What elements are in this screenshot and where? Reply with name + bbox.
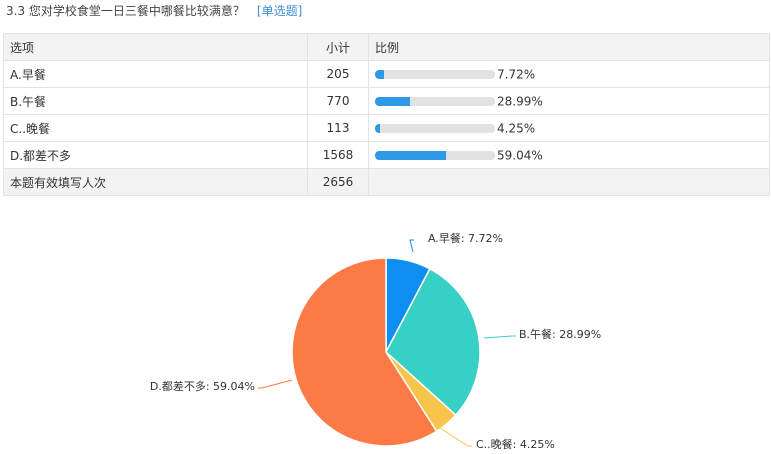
option-label: D.都差不多 bbox=[3, 141, 308, 169]
progress-bar bbox=[375, 123, 495, 133]
header-count: 小计 bbox=[307, 33, 369, 61]
table-footer: 本题有效填写人次 2656 bbox=[3, 168, 770, 196]
question-text: 3.3 您对学校食堂一日三餐中哪餐比较满意？ bbox=[6, 4, 245, 18]
table-row: A.早餐 205 7.72% bbox=[3, 60, 770, 88]
option-label: C..晚餐 bbox=[3, 114, 308, 142]
question-title: 3.3 您对学校食堂一日三餐中哪餐比较满意？ [单选题] bbox=[6, 2, 302, 19]
progress-bar bbox=[375, 69, 495, 79]
table-row: B.午餐 770 28.99% bbox=[3, 87, 770, 115]
pie-label: D.都差不多: 59.04% bbox=[150, 379, 255, 393]
pie-label: C..晚餐: 4.25% bbox=[476, 437, 555, 451]
pie-label: A.早餐: 7.72% bbox=[428, 231, 503, 245]
results-table: 选项 小计 比例 A.早餐 205 7.72% B.午餐 770 28.99% C.… bbox=[3, 33, 770, 196]
label-leader-line bbox=[483, 335, 516, 339]
option-ratio: 4.25% bbox=[368, 114, 770, 142]
question-type-link[interactable]: [单选题] bbox=[256, 4, 303, 18]
progress-bar bbox=[375, 96, 495, 106]
pie-slice[interactable] bbox=[291, 257, 438, 447]
label-leader-line bbox=[258, 379, 293, 389]
option-percent: 7.72% bbox=[497, 67, 536, 82]
progress-fill bbox=[375, 96, 410, 106]
progress-fill bbox=[375, 150, 446, 160]
progress-bar bbox=[375, 150, 495, 160]
option-count: 113 bbox=[307, 114, 369, 142]
pie-chart: A.早餐: 7.72% B.午餐: 28.99% C..晚餐: 4.25% D.都差不… bbox=[150, 231, 601, 451]
option-count: 770 bbox=[307, 87, 369, 115]
progress-fill bbox=[375, 69, 385, 79]
header-option: 选项 bbox=[3, 33, 308, 61]
option-label: A.早餐 bbox=[3, 60, 308, 88]
label-leader-line bbox=[409, 239, 414, 253]
footer-label: 本题有效填写人次 bbox=[3, 168, 308, 196]
option-percent: 28.99% bbox=[497, 94, 543, 109]
option-ratio: 7.72% bbox=[368, 60, 770, 88]
table-row: C..晚餐 113 4.25% bbox=[3, 114, 770, 142]
option-label: B.午餐 bbox=[3, 87, 308, 115]
pie-slice[interactable] bbox=[385, 267, 481, 417]
header-ratio: 比例 bbox=[368, 33, 770, 61]
table-row: D.都差不多 1568 59.04% bbox=[3, 141, 770, 169]
pie-label: B.午餐: 28.99% bbox=[519, 327, 601, 341]
option-count: 1568 bbox=[307, 141, 369, 169]
option-ratio: 59.04% bbox=[368, 141, 770, 169]
footer-empty bbox=[368, 168, 770, 196]
table-header: 选项 小计 比例 bbox=[3, 33, 770, 61]
label-leader-line bbox=[439, 427, 472, 447]
option-ratio: 28.99% bbox=[368, 87, 770, 115]
footer-count: 2656 bbox=[307, 168, 369, 196]
progress-fill bbox=[375, 123, 381, 133]
option-count: 205 bbox=[307, 60, 369, 88]
option-percent: 4.25% bbox=[497, 121, 536, 136]
option-percent: 59.04% bbox=[497, 148, 543, 163]
